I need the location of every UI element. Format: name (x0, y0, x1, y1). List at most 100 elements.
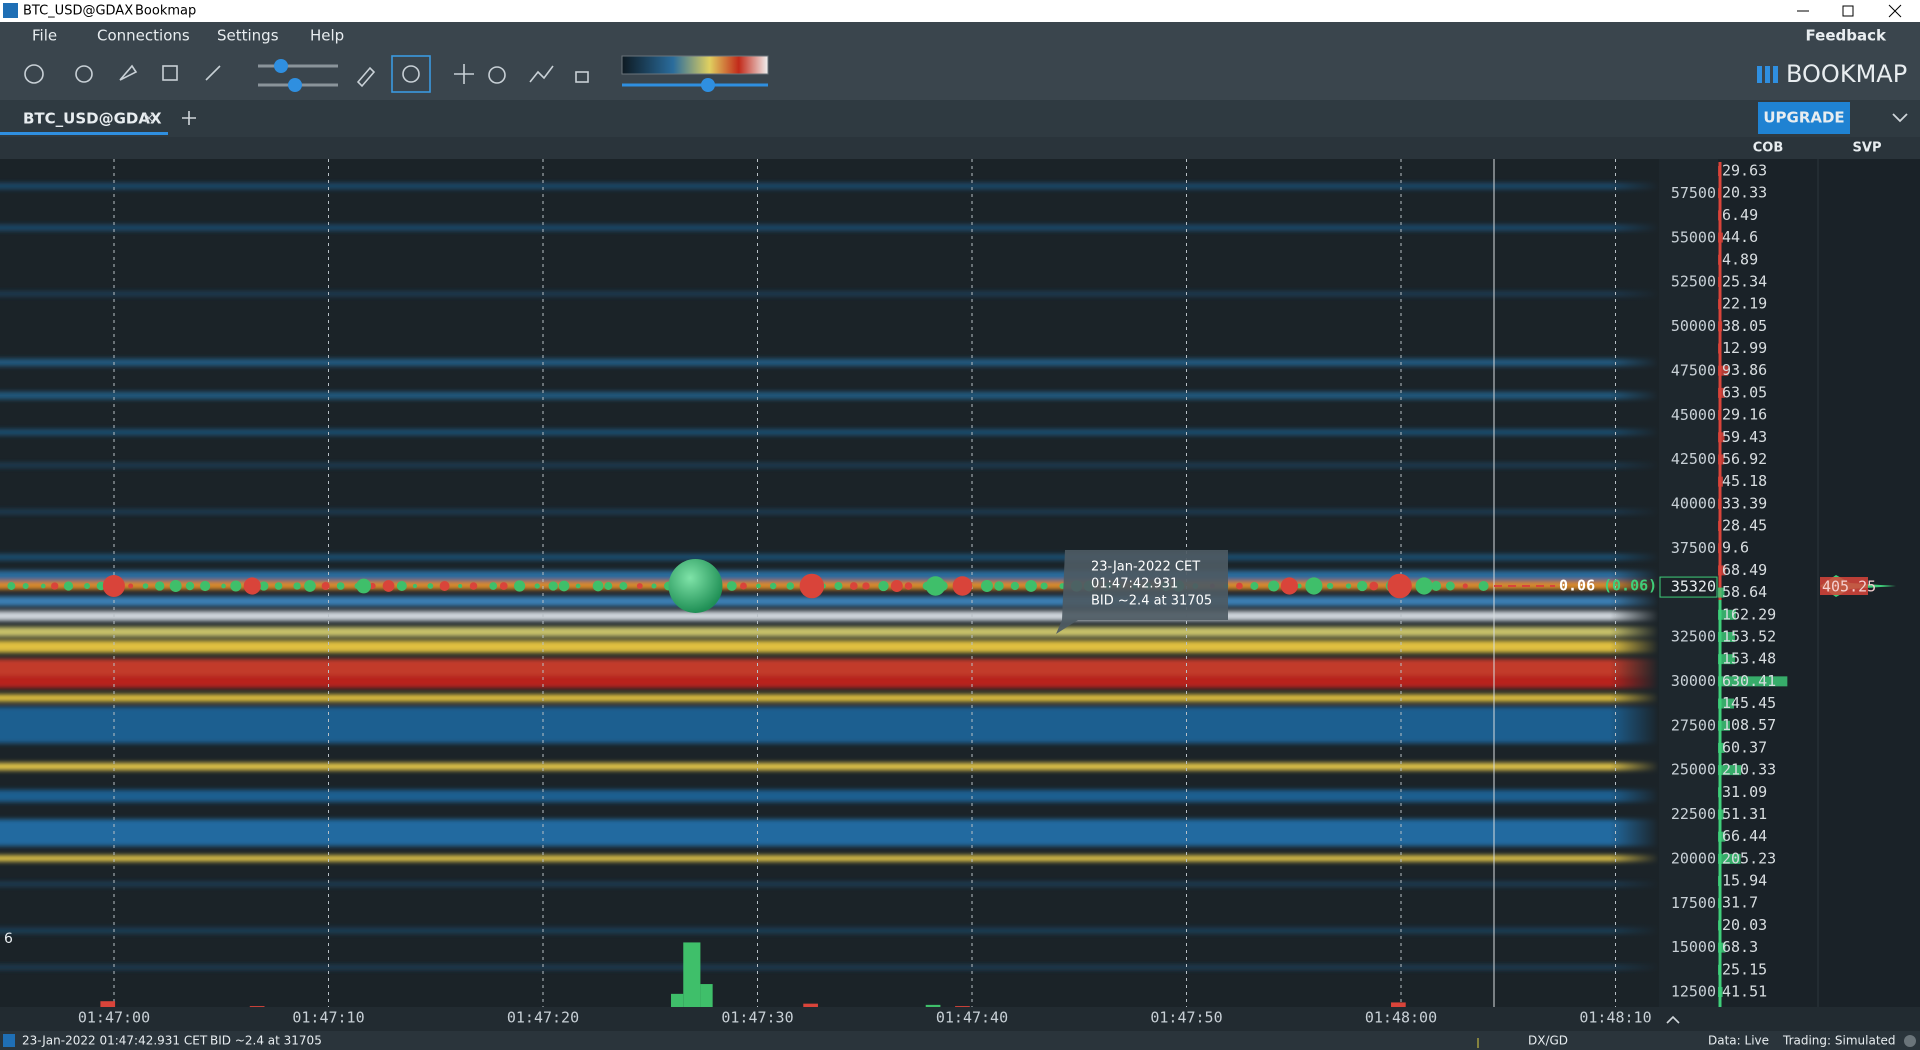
tool-pencil[interactable] (356, 66, 376, 88)
heat-band (0, 291, 1659, 297)
cob-bar (1718, 454, 1725, 465)
menu-bar (0, 22, 1920, 50)
add-tab[interactable] (182, 111, 196, 125)
last-trade-size: 0.06 (1559, 577, 1595, 595)
tooltip-bid: BID ~2.4 at 31705 (1091, 594, 1212, 609)
heat-band (0, 570, 1659, 581)
time-tick-label: 01:47:30 (721, 1009, 793, 1027)
upgrade-button[interactable] (1758, 102, 1850, 134)
trade-bubble (604, 582, 613, 590)
tool-indicators[interactable] (529, 65, 554, 83)
price-tick-label: 55000 (1671, 228, 1716, 246)
cob-value: 28.45 (1722, 517, 1767, 535)
price-tick-label: 30000 (1671, 672, 1716, 690)
heat-band (0, 596, 1659, 607)
status-data: Data: Live (1708, 1034, 1769, 1048)
trade-bubble (321, 582, 330, 590)
slider-knob[interactable] (701, 78, 715, 92)
trade-bubble (154, 581, 165, 591)
feedback[interactable]: Feedback (1806, 27, 1887, 45)
trade-bubble (799, 573, 825, 599)
cob-column (1718, 159, 1818, 1007)
cob-value: 20.33 (1722, 184, 1767, 202)
volume-bar (700, 984, 713, 1011)
menu-item[interactable]: Help (310, 27, 344, 45)
time-tick-label: 01:47:00 (78, 1009, 150, 1027)
trade-bubble (185, 581, 195, 591)
tool-crosshair[interactable] (454, 64, 474, 84)
tool-layers[interactable] (162, 65, 178, 81)
tool-chat[interactable] (391, 55, 431, 93)
trade-bubble (651, 583, 657, 589)
scroll-up[interactable] (1666, 1015, 1680, 1024)
heat-band (0, 694, 1659, 702)
tool-link[interactable] (205, 65, 221, 81)
price-tick-label: 45000 (1671, 406, 1716, 424)
cob-bar (1718, 987, 1723, 997)
cob-bar (1718, 432, 1725, 443)
cob-value: 58.64 (1722, 583, 1767, 601)
trade-bubble (952, 576, 973, 596)
cob-bar (1718, 254, 1719, 265)
price-tick-label: 37500 (1671, 539, 1716, 557)
menu-item[interactable]: Connections (97, 27, 190, 45)
trade-bubble (1345, 583, 1352, 589)
slider-knob[interactable] (274, 59, 288, 73)
last-trade-total: (0.06) (1603, 577, 1657, 595)
trade-bubble (439, 581, 450, 591)
close[interactable] (1888, 4, 1902, 18)
cob-bar (1718, 210, 1719, 221)
cob-value: 153.52 (1722, 627, 1776, 645)
menu-item[interactable]: Settings (217, 27, 279, 45)
cob-value: 60.37 (1722, 738, 1767, 756)
heat-band (0, 554, 1659, 561)
cob-value: 210.33 (1722, 761, 1776, 779)
price-tick-label: 27500 (1671, 716, 1716, 734)
trade-bubble (243, 577, 261, 595)
heat-band (0, 964, 1659, 970)
menu-item[interactable]: File (32, 27, 57, 45)
heat-band (0, 183, 1659, 190)
app-icon (3, 3, 18, 18)
time-tick-label: 01:48:10 (1579, 1009, 1651, 1027)
trade-bubble (63, 581, 74, 591)
cob-value: 4.89 (1722, 250, 1758, 268)
cob-value: 41.51 (1722, 983, 1767, 1001)
cob-value: 6.49 (1722, 206, 1758, 224)
tab-label[interactable]: BTC_USD@GDAX (23, 110, 162, 128)
trade-bubble (1327, 582, 1334, 590)
trade-bubble (1296, 583, 1302, 589)
trade-bubble (1280, 577, 1298, 595)
price-tick-label: 42500 (1671, 450, 1716, 468)
cob-value: 68.49 (1722, 561, 1767, 579)
trade-bubble (336, 582, 345, 590)
slider-knob[interactable] (288, 78, 302, 92)
heat-band (0, 224, 1659, 231)
cob-bar (1718, 676, 1788, 687)
tool-share[interactable] (75, 65, 93, 83)
restore[interactable] (1842, 5, 1854, 17)
cob-value: 205.23 (1722, 849, 1776, 867)
heat-band (0, 429, 1659, 436)
trade-bubble (1357, 580, 1368, 592)
tab-close[interactable] (144, 113, 154, 123)
cob-bar (1718, 232, 1723, 243)
trade-bubble (22, 583, 29, 589)
trade-bubble (575, 583, 581, 589)
trade-bubble (925, 576, 946, 596)
cob-value: 22.19 (1722, 295, 1767, 313)
tool-timer[interactable] (488, 66, 506, 84)
tool-lock[interactable] (575, 71, 589, 83)
tool-rocket[interactable] (119, 64, 138, 81)
time-tick-label: 01:47:50 (1150, 1009, 1222, 1027)
tab-menu[interactable] (1892, 113, 1908, 123)
trade-bubble-large (668, 559, 723, 613)
cob-value: 59.43 (1722, 428, 1767, 446)
trade-bubble (96, 581, 106, 591)
trade-bubble (128, 583, 134, 589)
cob-value: 38.05 (1722, 317, 1767, 335)
color-map[interactable] (621, 55, 769, 75)
upgrade-label[interactable]: UPGRADE (1763, 109, 1844, 127)
tool-screenshot[interactable] (24, 64, 44, 84)
trade-bubble (1415, 577, 1433, 595)
